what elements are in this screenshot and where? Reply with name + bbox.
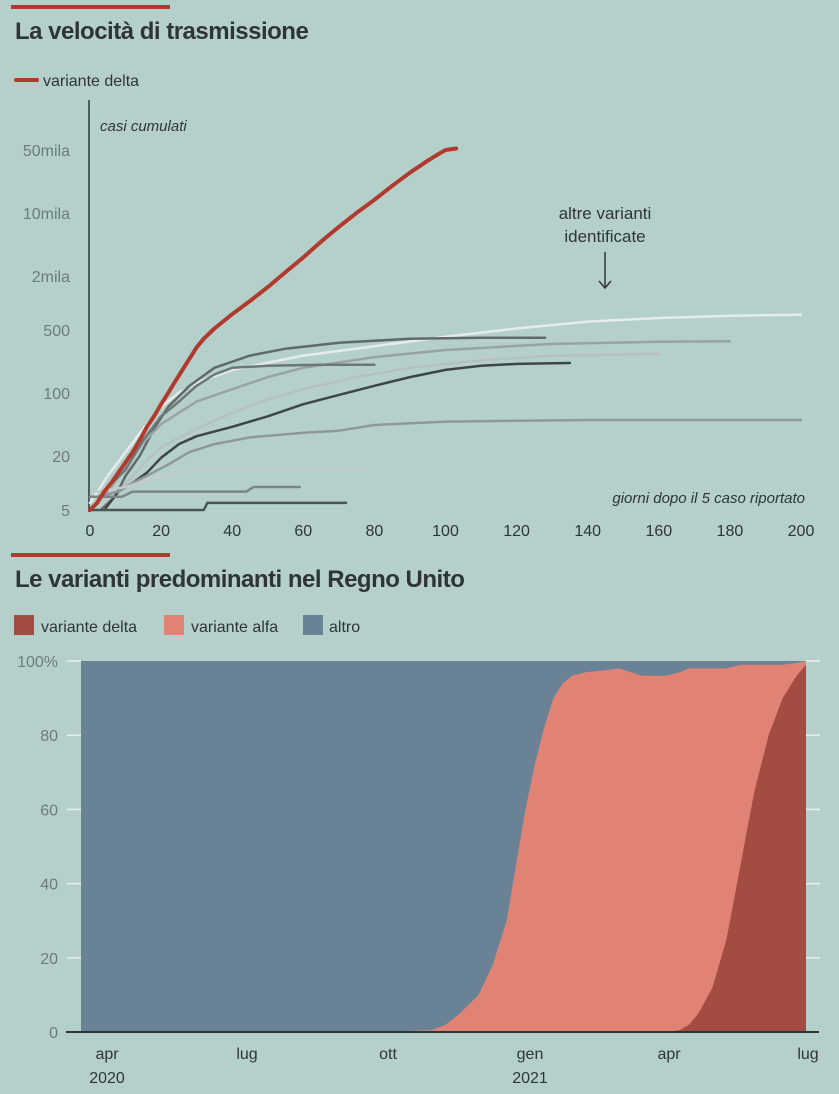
y-tick-label: 40 xyxy=(40,877,58,894)
legend-delta-label: variante delta xyxy=(41,619,137,636)
x-axis-label: giorni dopo il 5 caso riportato xyxy=(612,490,805,507)
legend-delta-swatch xyxy=(14,615,34,635)
chart-2-legend: variante delta variante alfa altro xyxy=(14,615,360,636)
y-tick-label: 20 xyxy=(52,449,70,466)
area-variante-alfa xyxy=(81,661,806,1032)
x-tick-labels: 0 20 40 60 80 100 120 140 160 180 200 xyxy=(86,523,815,540)
y-tick-label: 5 xyxy=(61,503,70,520)
uk-variants-chart: variante delta variante alfa altro 0 20 40… xyxy=(14,615,820,1087)
x-tick-label: 40 xyxy=(223,523,241,540)
x-tick-label: 200 xyxy=(788,523,815,540)
x-tick-month: lug xyxy=(236,1046,257,1063)
y-tick-label: 50mila xyxy=(23,143,70,160)
y-tick-label: 100% xyxy=(17,654,58,671)
top-accent-bar xyxy=(11,5,170,9)
legend-altro-label: altro xyxy=(329,619,360,636)
x-tick-year: 2020 xyxy=(89,1070,125,1087)
transmission-speed-chart: variante delta casi cumulati giorni dopo… xyxy=(14,73,815,540)
x-tick-label: 140 xyxy=(574,523,601,540)
stacked-areas xyxy=(81,661,806,1032)
x-tick-year: 2021 xyxy=(512,1070,548,1087)
annotation-other-variants: altre varianti identificate xyxy=(559,204,652,290)
y-tick-label: 80 xyxy=(40,728,58,745)
x-tick-label: 100 xyxy=(432,523,459,540)
series-line-altra-variante-7 xyxy=(95,418,803,499)
x-tick-month: ott xyxy=(379,1046,397,1063)
series-line-altra-variante-1 xyxy=(88,313,803,505)
x-tick-label: 160 xyxy=(645,523,672,540)
x-tick-label: 80 xyxy=(366,523,384,540)
series-line-variante-delta xyxy=(88,146,459,512)
series-line-altra-variante-2 xyxy=(99,336,547,512)
x-tick-month: gen xyxy=(517,1046,544,1063)
y-tick-label: 100 xyxy=(43,386,70,403)
x-tick-label: 180 xyxy=(717,523,744,540)
series-lines xyxy=(88,146,803,512)
y-tick-label: 10mila xyxy=(23,206,70,223)
x-tick-label: 60 xyxy=(294,523,312,540)
chart-2-title: Le varianti predominanti nel Regno Unito xyxy=(15,566,465,593)
legend-altro-swatch xyxy=(303,615,323,635)
chart-1-title: La velocità di trasmissione xyxy=(15,18,309,45)
annotation-line-2: identificate xyxy=(564,227,645,246)
legend-delta-label: variante delta xyxy=(43,73,139,90)
series-line-altra-variante-4 xyxy=(102,352,661,512)
x-tick-month: lug xyxy=(797,1046,818,1063)
area-variante-delta xyxy=(81,664,806,1032)
annotation-line-1: altre varianti xyxy=(559,204,652,223)
y-tick-label: 0 xyxy=(49,1025,58,1042)
x-tick-label: 120 xyxy=(503,523,530,540)
series-line-altra-variante-5 xyxy=(95,363,376,505)
series-line-altra-variante-8 xyxy=(95,468,369,493)
y-tick-label: 2mila xyxy=(32,269,70,286)
x-tick-month: apr xyxy=(95,1046,119,1063)
x-tick-label: 20 xyxy=(152,523,170,540)
y-axis-label: casi cumulati xyxy=(100,118,187,135)
series-line-altra-variante-10 xyxy=(88,501,348,512)
x-tick-label: 0 xyxy=(86,523,95,540)
mid-accent-bar xyxy=(11,553,170,557)
x-tick-labels: apr 2020 lug ott gen 2021 apr lug xyxy=(89,1046,818,1087)
y-tick-labels: 5 20 100 500 2mila 10mila 50mila xyxy=(23,143,70,520)
legend-alfa-swatch xyxy=(164,615,184,635)
chart-1-legend: variante delta xyxy=(14,73,139,90)
arrow-down-icon xyxy=(598,280,612,290)
y-tick-label: 500 xyxy=(43,323,70,340)
y-gridticks: 0 20 40 60 80 100% xyxy=(17,654,820,1042)
y-tick-label: 20 xyxy=(40,951,58,968)
y-tick-label: 60 xyxy=(40,802,58,819)
series-line-altra-variante-6 xyxy=(102,361,572,512)
legend-alfa-label: variante alfa xyxy=(191,619,278,636)
x-tick-month: apr xyxy=(657,1046,681,1063)
